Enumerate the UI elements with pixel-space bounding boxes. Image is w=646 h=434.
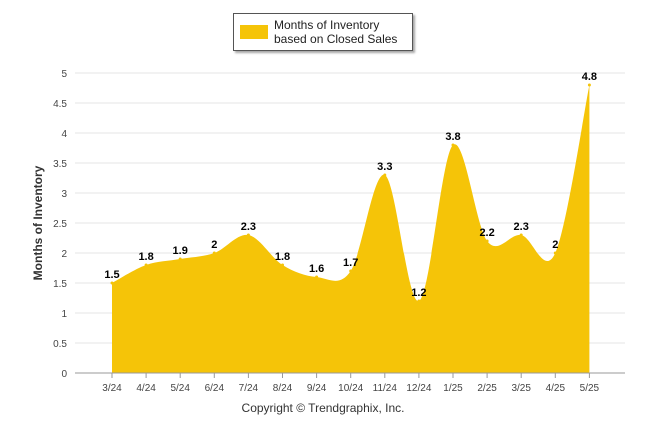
x-tick-label: 2/25 — [477, 383, 497, 394]
x-tick-label: 11/24 — [373, 383, 398, 394]
x-tick-label: 1/25 — [443, 383, 463, 394]
data-label: 3.8 — [445, 131, 460, 143]
data-point — [144, 263, 148, 267]
data-point — [587, 83, 591, 87]
x-tick-label: 6/24 — [205, 383, 225, 394]
data-point — [383, 173, 387, 177]
data-label: 1.5 — [104, 269, 119, 281]
data-label: 1.2 — [411, 287, 426, 299]
copyright-credit: Copyright © Trendgraphix, Inc. — [241, 401, 405, 415]
legend: Months of Inventory based on Closed Sale… — [233, 13, 413, 51]
data-label: 2.3 — [241, 221, 256, 233]
x-tick-label: 4/24 — [136, 383, 156, 394]
x-tick-label: 8/24 — [273, 383, 293, 394]
y-tick-label: 0 — [61, 369, 67, 380]
x-tick-label: 10/24 — [338, 383, 363, 394]
y-tick-label: 4.5 — [53, 99, 67, 110]
y-tick-label: 4 — [61, 129, 67, 140]
data-point — [281, 263, 284, 267]
data-point — [417, 299, 421, 303]
data-point — [110, 281, 114, 285]
data-label: 1.7 — [343, 257, 358, 269]
data-label: 1.8 — [275, 251, 290, 263]
x-tick-label: 3/25 — [511, 383, 531, 394]
x-tick-label: 3/24 — [102, 383, 122, 394]
x-tick-label: 9/24 — [307, 383, 327, 394]
x-tick-label: 4/25 — [546, 383, 566, 394]
legend-label: Months of Inventory based on Closed Sale… — [274, 18, 398, 46]
data-label: 1.6 — [309, 263, 324, 275]
y-tick-label: 3 — [61, 189, 67, 200]
data-label: 2.2 — [479, 227, 494, 239]
data-point — [519, 233, 523, 237]
data-label: 1.8 — [138, 251, 153, 263]
data-label: 3.3 — [377, 161, 392, 173]
data-label: 4.8 — [582, 71, 597, 83]
area-series — [112, 85, 590, 373]
y-tick-label: 2.5 — [53, 219, 67, 230]
data-point — [553, 251, 557, 255]
y-tick-label: 1.5 — [53, 279, 67, 290]
data-point — [212, 251, 216, 255]
data-label: 1.9 — [173, 245, 188, 257]
y-axis-title: Months of Inventory — [31, 165, 45, 281]
y-tick-label: 5 — [61, 69, 67, 80]
data-label: 2 — [211, 239, 217, 251]
x-tick-label: 7/24 — [239, 383, 259, 394]
data-point — [315, 275, 319, 279]
x-tick-label: 5/25 — [580, 383, 600, 394]
data-point — [349, 269, 353, 273]
x-tick-label: 5/24 — [170, 383, 190, 394]
data-point — [451, 143, 455, 147]
data-label: 2.3 — [514, 221, 529, 233]
data-point — [485, 239, 489, 243]
y-tick-label: 2 — [61, 249, 67, 260]
data-point — [178, 257, 182, 261]
data-label: 2 — [552, 239, 558, 251]
data-point — [246, 233, 250, 237]
y-tick-label: 0.5 — [53, 339, 67, 350]
y-tick-label: 3.5 — [53, 159, 67, 170]
legend-swatch — [240, 25, 268, 39]
y-tick-label: 1 — [61, 309, 67, 320]
x-tick-label: 12/24 — [406, 383, 431, 394]
